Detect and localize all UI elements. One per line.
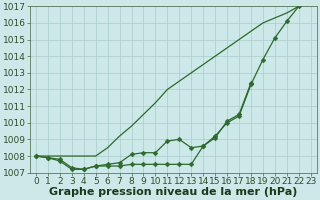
X-axis label: Graphe pression niveau de la mer (hPa): Graphe pression niveau de la mer (hPa) <box>49 187 298 197</box>
